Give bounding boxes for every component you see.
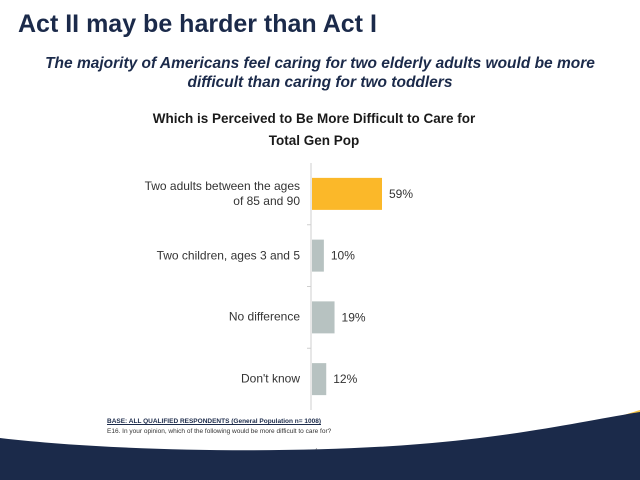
data-label: 12% [333, 372, 357, 386]
category-label: No difference [228, 309, 300, 324]
category-label: Don't know [241, 371, 300, 386]
question-note: E16. In your opinion, which of the follo… [107, 428, 332, 435]
chart-title: Which is Perceived to Be More Difficult … [152, 111, 476, 126]
data-label: 59% [389, 187, 413, 201]
category-label: Two adults between the ages of 85 and 90 [144, 178, 300, 208]
bar [312, 301, 335, 334]
data-label: 10% [331, 249, 355, 263]
bar [312, 177, 382, 210]
base-note: BASE: ALL QUALIFIED RESPONDENTS (General… [107, 418, 321, 425]
slide-title: Act II may be harder than Act I [18, 10, 377, 38]
footer-navy-wave [0, 412, 640, 480]
footer-wave-decoration [0, 410, 640, 480]
chart-subtitle: Total Gen Pop [268, 133, 360, 148]
bar [312, 363, 327, 396]
category-label: Two children, ages 3 and 5 [156, 248, 300, 263]
slide-subtitle: The majority of Americans feel caring fo… [45, 55, 595, 91]
data-label: 19% [342, 310, 366, 324]
bar [312, 239, 324, 272]
